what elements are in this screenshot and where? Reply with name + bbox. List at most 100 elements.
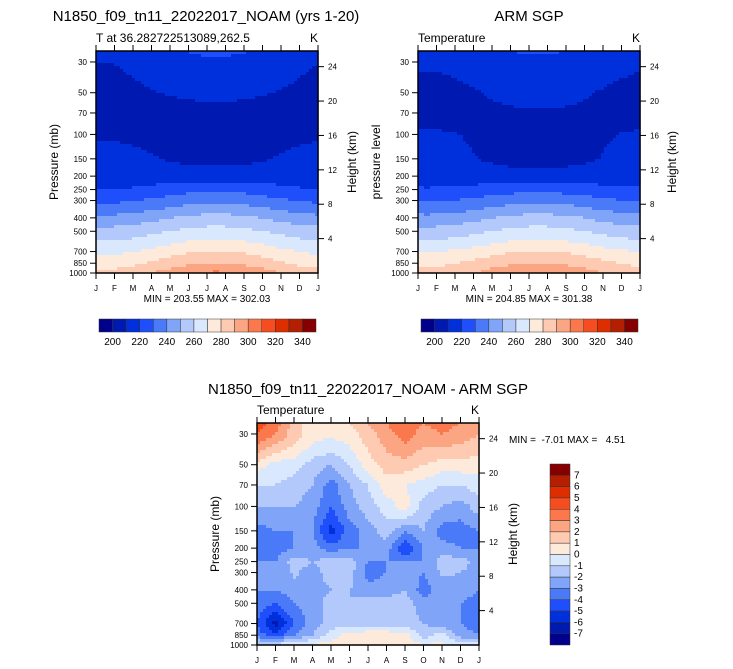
contour-cell (147, 57, 151, 61)
contour-cell (177, 72, 181, 76)
contour-cell (180, 63, 184, 67)
contour-cell (198, 84, 202, 88)
contour-cell (132, 81, 136, 85)
contour-cell (183, 66, 187, 70)
contour-cell (156, 69, 160, 73)
contour-cell (291, 60, 295, 64)
contour-cell (168, 84, 172, 88)
contour-cell (162, 66, 166, 70)
contour-cell (111, 90, 115, 94)
contour-cell (228, 54, 232, 58)
contour-cell (306, 63, 310, 67)
contour-cell (294, 84, 298, 88)
contour-cell (105, 99, 109, 103)
contour-cell (117, 75, 121, 79)
contour-cell (171, 63, 175, 67)
contour-cell (207, 54, 211, 58)
contour-cell (102, 54, 106, 58)
contour-cell (111, 57, 115, 61)
contour-cell (306, 72, 310, 76)
contour-cell (258, 72, 262, 76)
contour-cell (132, 84, 136, 88)
contour-cell (249, 57, 253, 61)
contour-cell (189, 87, 193, 91)
contour-cell (222, 57, 226, 61)
contour-cell (96, 51, 100, 55)
contour-cell (231, 63, 235, 67)
contour-cell (300, 87, 304, 91)
contour-cell (186, 93, 190, 97)
contour-cell (99, 57, 103, 61)
contour-cell (162, 84, 166, 88)
contour-cell (111, 102, 115, 106)
contour-cell (270, 63, 274, 67)
contour-cell (264, 72, 268, 76)
contour-cell (225, 90, 229, 94)
contour-cell (111, 54, 115, 58)
contour-cell (228, 60, 232, 64)
contour-cell (228, 84, 232, 88)
contour-cell (297, 84, 301, 88)
contour-cell (207, 93, 211, 97)
contour-cell (174, 81, 178, 85)
contour-cell (228, 75, 232, 79)
contour-cell (288, 81, 292, 85)
contour-cell (114, 60, 118, 64)
contour-cell (297, 54, 301, 58)
contour-cell (138, 78, 142, 82)
contour-cell (279, 99, 283, 103)
contour-cell (174, 60, 178, 64)
contour-cell (270, 81, 274, 85)
contour-cell (126, 87, 130, 91)
contour-cell (219, 63, 223, 67)
contour-cell (246, 90, 250, 94)
contour-cell (282, 96, 286, 100)
contour-cell (105, 93, 109, 97)
contour-cell (276, 87, 280, 91)
contour-cell (132, 69, 136, 73)
contour-cell (285, 93, 289, 97)
contour-cell (135, 96, 139, 100)
contour-cell (246, 66, 250, 70)
contour-cell (285, 72, 289, 76)
contour-cell (213, 93, 217, 97)
contour-cell (246, 99, 250, 103)
contour-cell (285, 99, 289, 103)
contour-cell (309, 63, 313, 67)
contour-cell (243, 87, 247, 91)
contour-cell (312, 93, 316, 97)
contour-cell (210, 57, 214, 61)
contour-cell (273, 54, 277, 58)
contour-cell (168, 54, 172, 58)
contour-cell (150, 57, 154, 61)
contour-cell (270, 75, 274, 79)
contour-cell (216, 63, 220, 67)
contour-cell (213, 84, 217, 88)
contour-cell (129, 99, 133, 103)
contour-cell (204, 69, 208, 73)
contour-cell (138, 51, 142, 55)
contour-cell (138, 87, 142, 91)
contour-cell (162, 51, 166, 55)
contour-cell (132, 51, 136, 55)
contour-cell (291, 57, 295, 61)
contour-cell (156, 72, 160, 76)
contour-cell (216, 69, 220, 73)
contour-cell (261, 78, 265, 82)
contour-cell (213, 54, 217, 58)
contour-cell (183, 93, 187, 97)
contour-cell (255, 75, 259, 79)
contour-cell (156, 78, 160, 82)
contour-cell (141, 78, 145, 82)
contour-cell (201, 57, 205, 61)
contour-cell (132, 60, 136, 64)
contour-cell (285, 87, 289, 91)
contour-cell (111, 75, 115, 79)
contour-cell (207, 75, 211, 79)
contour-cell (297, 99, 301, 103)
contour-cell (165, 78, 169, 82)
contour-cell (189, 63, 193, 67)
contour-cell (105, 60, 109, 64)
contour-cell (207, 51, 211, 55)
contour-cell (144, 90, 148, 94)
